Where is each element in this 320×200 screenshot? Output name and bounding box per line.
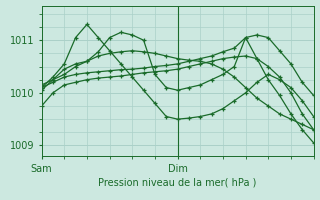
X-axis label: Pression niveau de la mer( hPa ): Pression niveau de la mer( hPa ) (99, 178, 257, 188)
